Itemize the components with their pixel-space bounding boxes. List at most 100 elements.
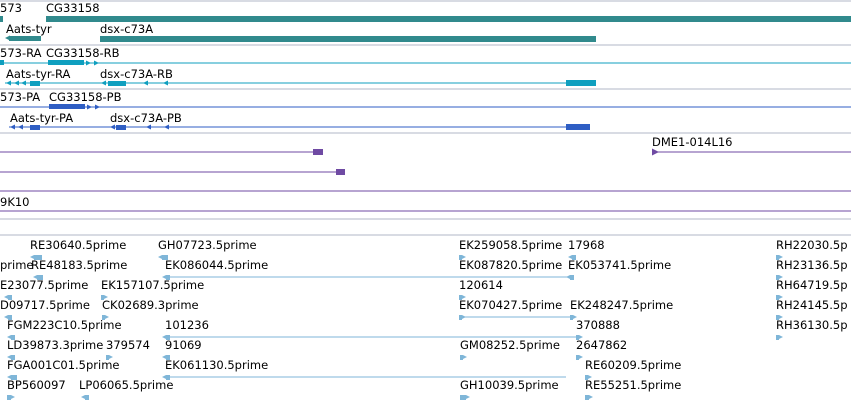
- strand-arrow-right-icon: [579, 335, 583, 339]
- strand-arrow-right-icon: [462, 255, 466, 259]
- strand-arrow-left-icon: [164, 124, 169, 130]
- est-label: EK053741.5prime: [568, 258, 671, 272]
- strand-arrow-right-icon: [573, 315, 577, 319]
- est-block: [34, 255, 42, 260]
- strand-arrow-left-icon: [21, 80, 26, 86]
- gene-label: CG33158: [46, 1, 100, 15]
- est-block: [460, 395, 466, 400]
- strand-arrow-left-icon: [4, 295, 8, 299]
- est-label: EK259058.5prime: [459, 238, 562, 252]
- strand-arrow-right-icon: [87, 104, 92, 110]
- est-label: RE48183.5prime: [31, 258, 127, 272]
- strand-arrow-right-icon: [462, 315, 466, 319]
- strand-arrow-left-icon: [81, 395, 85, 399]
- est-block: [576, 355, 579, 360]
- est-label: CK02689.3prime: [102, 298, 199, 312]
- gene-block: [0, 16, 3, 22]
- strand-arrow-left-icon: [110, 124, 115, 130]
- est-label: 379574: [106, 338, 150, 352]
- strand-arrow-right-icon: [579, 355, 583, 359]
- est-label: EK157107.5prime: [101, 278, 204, 292]
- strand-arrow-right-icon: [105, 315, 109, 319]
- strand-arrow-left-icon: [566, 275, 570, 279]
- est-label: D09717.5prime: [0, 298, 90, 312]
- strand-arrow-right-icon: [463, 355, 467, 359]
- strand-arrow-right-icon: [11, 395, 15, 399]
- protein-block: [116, 125, 126, 130]
- est-label: BP560097: [7, 378, 66, 392]
- est-label: 2647862: [576, 338, 627, 352]
- strand-arrow-right-icon: [588, 375, 592, 379]
- strand-arrow-left-icon: [7, 375, 11, 379]
- est-label: GH10039.5prime: [460, 378, 559, 392]
- strand-arrow-left-icon: [162, 375, 166, 379]
- est-label: EK070427.5prime: [459, 298, 562, 312]
- est-block: [459, 315, 462, 320]
- clone-block: [313, 149, 323, 155]
- strand-arrow-left-icon: [30, 255, 34, 259]
- est-block: [459, 255, 462, 260]
- strand-arrow-left-icon: [33, 275, 37, 279]
- est-label: LP06065.5prime: [79, 378, 173, 392]
- strand-arrow-right-icon: [779, 295, 783, 299]
- est-label: EK086044.5prime: [165, 258, 268, 272]
- est-label: RE55251.5prime: [585, 378, 681, 392]
- est-label: 101236: [165, 318, 209, 332]
- strand-arrow-right-icon: [466, 395, 470, 399]
- est-block: [37, 275, 43, 280]
- est-block: [459, 295, 462, 300]
- transcript-block: [108, 81, 126, 86]
- transcript-block: [566, 80, 596, 86]
- est-label: EK248247.5prime: [570, 298, 673, 312]
- protein-label: dsx-c73A-PB: [110, 111, 182, 125]
- strand-arrow-left-icon: [14, 80, 19, 86]
- est-block: [106, 355, 109, 360]
- strand-arrow-left-icon: [158, 255, 162, 259]
- est-label: RE30640.5prime: [30, 238, 126, 252]
- est-block: [11, 355, 15, 360]
- gene-block: [100, 36, 596, 42]
- est-block: [572, 255, 576, 260]
- est-block: [11, 335, 15, 340]
- est-label: RE60209.5prime: [585, 358, 681, 372]
- est-block: [585, 375, 588, 380]
- strand-arrow-left-icon: [163, 80, 168, 86]
- strand-arrow-left-icon: [6, 80, 11, 86]
- est-label: RH22030.5p: [776, 238, 848, 252]
- est-block: [166, 275, 170, 280]
- est-label: EK087820.5prime: [459, 258, 562, 272]
- gene-label: dsx-c73A: [100, 22, 153, 36]
- strand-arrow-right-icon: [95, 104, 100, 110]
- est-label: GM08252.5prime: [460, 338, 560, 352]
- est-block: [776, 315, 779, 320]
- est-label: prime: [0, 258, 34, 272]
- gene-label: Aats-tyr: [6, 22, 52, 36]
- est-block: [7, 395, 11, 400]
- strand-arrow-right-icon: [589, 395, 593, 399]
- est-block: [8, 295, 12, 300]
- strand-arrow-right-icon: [779, 275, 783, 279]
- est-label: FGA001C01.5prime: [7, 358, 119, 372]
- strand-arrow-right-icon: [94, 60, 99, 66]
- strand-arrow-left-icon: [568, 255, 572, 259]
- strand-arrow-left-icon: [5, 35, 10, 41]
- transcript-label: 573-RA: [0, 46, 42, 60]
- strand-arrow-left-icon: [10, 124, 15, 130]
- transcript-label: Aats-tyr-RA: [6, 67, 71, 81]
- protein-label: Aats-tyr-PA: [10, 111, 73, 125]
- est-block: [776, 295, 779, 300]
- est-label: RH36130.5p: [776, 318, 848, 332]
- gene-block: [46, 16, 851, 22]
- est-label: 120614: [459, 278, 503, 292]
- est-block: [166, 335, 170, 340]
- clone-label: 9K10: [0, 195, 30, 209]
- est-block: [776, 275, 779, 280]
- clone-label: DME1-014L16: [652, 135, 733, 149]
- transcript-label: CG33158-RB: [46, 46, 120, 60]
- est-block: [585, 395, 589, 400]
- strand-arrow-right-icon: [652, 148, 659, 156]
- strand-arrow-left-icon: [162, 335, 166, 339]
- est-label: RH23136.5p: [776, 258, 848, 272]
- strand-arrow-right-icon: [86, 60, 91, 66]
